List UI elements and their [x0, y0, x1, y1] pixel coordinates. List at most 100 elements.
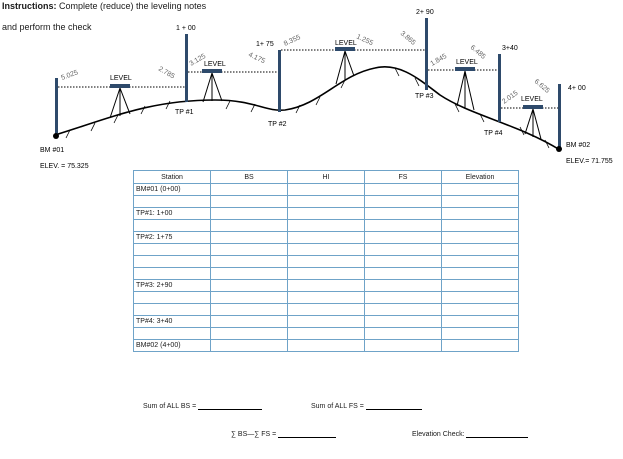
station-cell: TP#4: 3+40: [133, 315, 211, 328]
elevation-cell[interactable]: [441, 255, 519, 268]
table-row: TP#2: 1+75: [133, 231, 519, 244]
rod-tp4: [498, 54, 501, 122]
level-label-4: LEVEL: [456, 59, 478, 66]
fs-cell[interactable]: [364, 291, 442, 304]
hi-cell[interactable]: [287, 291, 365, 304]
station-3: 2+ 90: [416, 9, 434, 16]
header-station: Station: [133, 170, 211, 184]
hi-cell[interactable]: [287, 303, 365, 316]
bs-cell[interactable]: [210, 183, 288, 196]
bs-cell[interactable]: [210, 219, 288, 232]
elevation-cell[interactable]: [441, 195, 519, 208]
table-row: [133, 255, 519, 268]
station-cell: [133, 195, 211, 208]
hi-cell[interactable]: [287, 255, 365, 268]
elevation-cell[interactable]: [441, 207, 519, 220]
hi-cell[interactable]: [287, 267, 365, 280]
reading-5: 8.355: [283, 34, 302, 48]
level-rods: [55, 18, 561, 148]
hi-cell[interactable]: [287, 231, 365, 244]
bm2-name: BM #02: [566, 142, 590, 149]
fs-cell[interactable]: [364, 327, 442, 340]
fs-cell[interactable]: [364, 339, 442, 352]
bs-cell[interactable]: [210, 207, 288, 220]
elevation-cell[interactable]: [441, 267, 519, 280]
hi-cell[interactable]: [287, 207, 365, 220]
table-row: BM#02 (4+00): [133, 339, 519, 352]
diff-blank[interactable]: [278, 437, 337, 438]
table-row: TP#1: 1+00: [133, 207, 519, 220]
fs-cell[interactable]: [364, 231, 442, 244]
fs-cell[interactable]: [364, 183, 442, 196]
table-row: BM#01 (0+00): [133, 183, 519, 196]
station-cell: [133, 303, 211, 316]
bs-cell[interactable]: [210, 231, 288, 244]
bs-cell[interactable]: [210, 339, 288, 352]
table-header-row: Station BS HI FS Elevation: [133, 170, 519, 184]
hi-cell[interactable]: [287, 219, 365, 232]
elevation-cell[interactable]: [441, 339, 519, 352]
elevation-cell[interactable]: [441, 291, 519, 304]
elevation-cell[interactable]: [441, 279, 519, 292]
elevation-cell[interactable]: [441, 231, 519, 244]
level-2: [202, 69, 223, 103]
sum-fs-blank[interactable]: [365, 409, 422, 410]
rod-bm1: [55, 78, 58, 136]
bs-cell[interactable]: [210, 195, 288, 208]
fs-cell[interactable]: [364, 279, 442, 292]
sight-lines: [58, 49, 558, 109]
table-row: TP#4: 3+40: [133, 315, 519, 328]
elevation-cell[interactable]: [441, 303, 519, 316]
instructions-text: Complete (reduce) the leveling notes: [56, 1, 207, 11]
hi-cell[interactable]: [287, 243, 365, 256]
bs-cell[interactable]: [210, 315, 288, 328]
level-label-2: LEVEL: [204, 61, 226, 68]
hi-cell[interactable]: [287, 315, 365, 328]
check-line: Elevation Check:: [412, 431, 529, 438]
station-cell: TP#2: 1+75: [133, 231, 211, 244]
fs-cell[interactable]: [364, 267, 442, 280]
fs-cell[interactable]: [364, 219, 442, 232]
level-4: [455, 67, 475, 111]
fs-cell[interactable]: [364, 303, 442, 316]
reading-11: 6.625: [533, 78, 551, 95]
bs-cell[interactable]: [210, 243, 288, 256]
instruments: [109, 47, 543, 140]
bs-cell[interactable]: [210, 255, 288, 268]
bs-cell[interactable]: [210, 327, 288, 340]
elevation-cell[interactable]: [441, 315, 519, 328]
check-blank[interactable]: [466, 437, 529, 438]
hi-cell[interactable]: [287, 195, 365, 208]
bs-cell[interactable]: [210, 303, 288, 316]
station-cell: TP#3: 2+90: [133, 279, 211, 292]
elevation-cell[interactable]: [441, 243, 519, 256]
reading-7: 3.865: [399, 30, 417, 47]
hi-cell[interactable]: [287, 279, 365, 292]
fs-cell[interactable]: [364, 315, 442, 328]
tp-label-1: TP #1: [175, 109, 194, 116]
hi-cell[interactable]: [287, 339, 365, 352]
hi-cell[interactable]: [287, 183, 365, 196]
fs-cell[interactable]: [364, 255, 442, 268]
fs-cell[interactable]: [364, 207, 442, 220]
level-5: [523, 105, 543, 140]
elevation-cell[interactable]: [441, 183, 519, 196]
instructions: Instructions: Complete (reduce) the leve…: [2, 0, 206, 12]
header-hi: HI: [287, 170, 365, 184]
instructions-line-2: and perform the check: [2, 22, 92, 32]
bs-cell[interactable]: [210, 279, 288, 292]
fs-cell[interactable]: [364, 195, 442, 208]
elevation-cell[interactable]: [441, 327, 519, 340]
fs-cell[interactable]: [364, 243, 442, 256]
sum-bs-blank[interactable]: [198, 409, 263, 410]
reading-4: 4.175: [247, 51, 266, 65]
ground-profile: [54, 66, 561, 151]
table-row: [133, 267, 519, 280]
elevation-cell[interactable]: [441, 219, 519, 232]
bm2-marker: [556, 146, 562, 152]
hi-cell[interactable]: [287, 327, 365, 340]
level-label-3: LEVEL: [335, 40, 357, 47]
bs-cell[interactable]: [210, 291, 288, 304]
reading-1: 5.025: [60, 69, 79, 82]
bs-cell[interactable]: [210, 267, 288, 280]
